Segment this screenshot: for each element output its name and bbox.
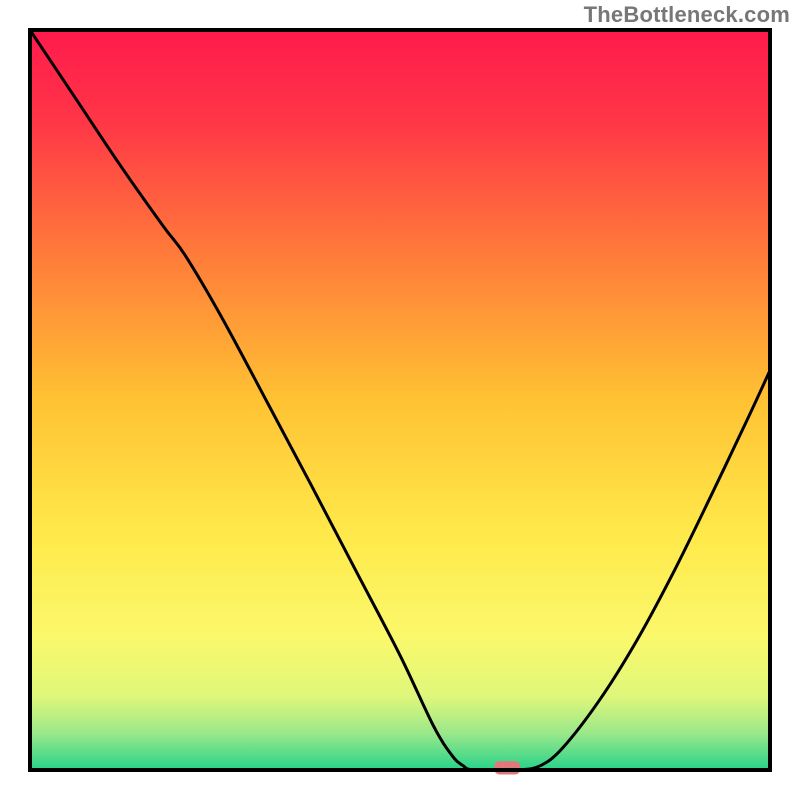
gradient-background [30,30,770,770]
bottleneck-chart [0,0,800,800]
optimum-marker [494,761,520,774]
watermark-text: TheBottleneck.com [584,2,790,28]
